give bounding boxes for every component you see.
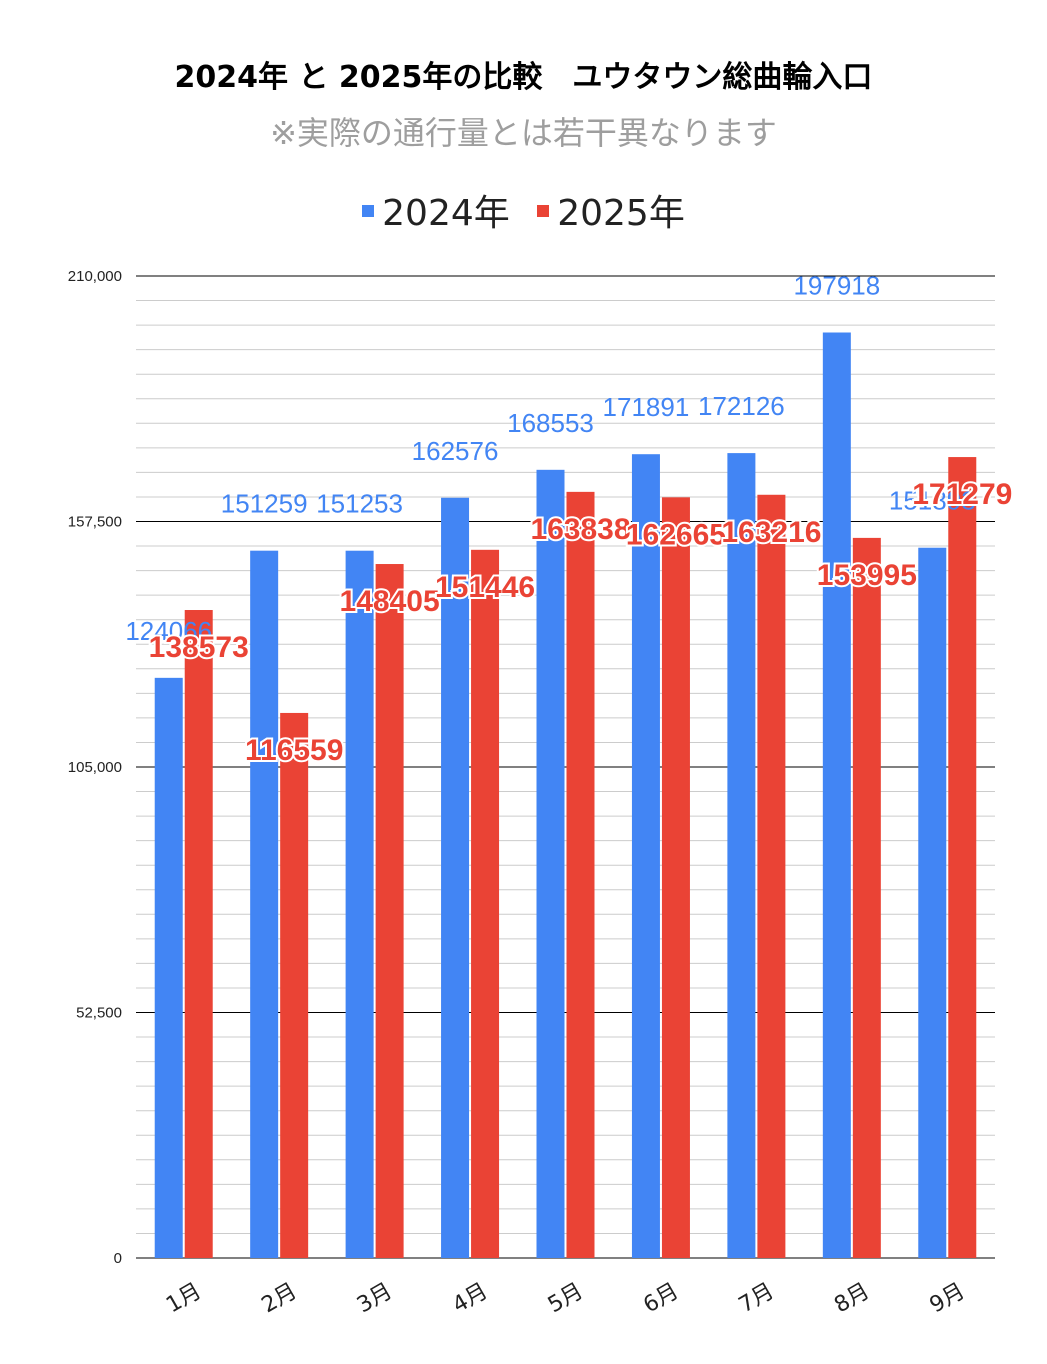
bar-2024 — [154, 677, 183, 1258]
bar-2024 — [822, 332, 851, 1258]
y-tick-label: 105,000 — [68, 759, 122, 776]
x-tick-label: 5月 — [544, 1279, 588, 1319]
bar-2025 — [280, 712, 309, 1258]
data-label-2025: 116559 — [245, 734, 343, 767]
data-label-2024: 151259 — [221, 489, 308, 519]
bar-2024 — [250, 550, 279, 1258]
data-label-2025: 148405 — [340, 585, 440, 618]
x-tick-label: 3月 — [353, 1279, 397, 1319]
chart-title: 2024年 と 2025年の比較 ユウタウン総曲輪入口 — [174, 60, 873, 95]
data-label-2024: 162576 — [412, 436, 499, 466]
data-label-2025: 171279 — [912, 478, 1012, 511]
x-tick-label: 4月 — [448, 1279, 492, 1319]
x-tick-label: 2月 — [258, 1279, 302, 1319]
bar-2025 — [184, 610, 213, 1258]
legend: 2024年 2025年 — [0, 184, 1047, 236]
x-tick-label: 8月 — [830, 1279, 874, 1319]
legend-label-2024: 2024年 — [382, 193, 510, 234]
data-label-2025: 163216 — [721, 516, 821, 549]
bar-2025 — [566, 491, 595, 1258]
bar-2024 — [536, 469, 565, 1258]
data-label-2024: 172126 — [698, 391, 785, 421]
y-tick-label: 0 — [114, 1250, 122, 1267]
legend-item-2024: 2024年 — [362, 184, 510, 236]
data-label-2025: 162665 — [626, 518, 726, 551]
data-label-2024: 151893 — [889, 486, 976, 516]
bar-2024 — [441, 497, 470, 1258]
data-label-2025: 151446 — [435, 571, 535, 604]
major-gridlines — [136, 275, 995, 1259]
bars — [154, 332, 977, 1259]
bar-2024 — [345, 550, 374, 1258]
bar-2024 — [918, 547, 947, 1258]
bar-2025 — [471, 549, 500, 1258]
data-labels-2024: 124066 151259 151253 162576 168553 171891 1721… — [125, 270, 975, 645]
x-axis-category-labels: 1月 2月 3月 4月 5月 6月 7月 8月 9月 — [162, 1279, 969, 1319]
bar-2025 — [948, 457, 977, 1258]
bar-2025 — [375, 564, 404, 1258]
data-label-2024: 168553 — [507, 408, 594, 438]
y-axis-tick-labels: 0 52,500 105,000 157,500 210,000 — [68, 268, 122, 1267]
legend-swatch-2024 — [362, 205, 375, 217]
data-label-2024: 171891 — [603, 392, 690, 422]
x-tick-label: 1月 — [162, 1279, 206, 1319]
data-label-2024: 124066 — [125, 616, 212, 646]
y-tick-label: 52,500 — [76, 1005, 122, 1022]
bar-2025 — [757, 494, 786, 1259]
data-label-2025: 138573 — [149, 631, 249, 664]
data-label-2024: 151253 — [316, 489, 403, 519]
data-label-2024: 197918 — [793, 270, 880, 300]
x-tick-label: 6月 — [639, 1279, 683, 1319]
legend-swatch-2025 — [537, 205, 550, 217]
x-tick-label: 9月 — [926, 1279, 970, 1319]
bar-2025 — [852, 537, 881, 1258]
legend-item-2025: 2025年 — [537, 184, 685, 236]
y-tick-label: 157,500 — [68, 514, 122, 531]
x-tick-label: 7月 — [735, 1279, 779, 1319]
bar-2024 — [631, 454, 660, 1258]
y-tick-label: 210,000 — [68, 268, 122, 285]
bar-2025 — [661, 497, 690, 1258]
chart-subtitle: ※実際の通行量とは若干異なります — [270, 114, 777, 152]
data-label-2025: 153995 — [817, 559, 917, 592]
data-label-2025: 163838 — [530, 513, 630, 546]
legend-label-2025: 2025年 — [557, 193, 685, 234]
bar-2024 — [727, 453, 756, 1258]
minor-gridlines — [136, 300, 995, 1234]
